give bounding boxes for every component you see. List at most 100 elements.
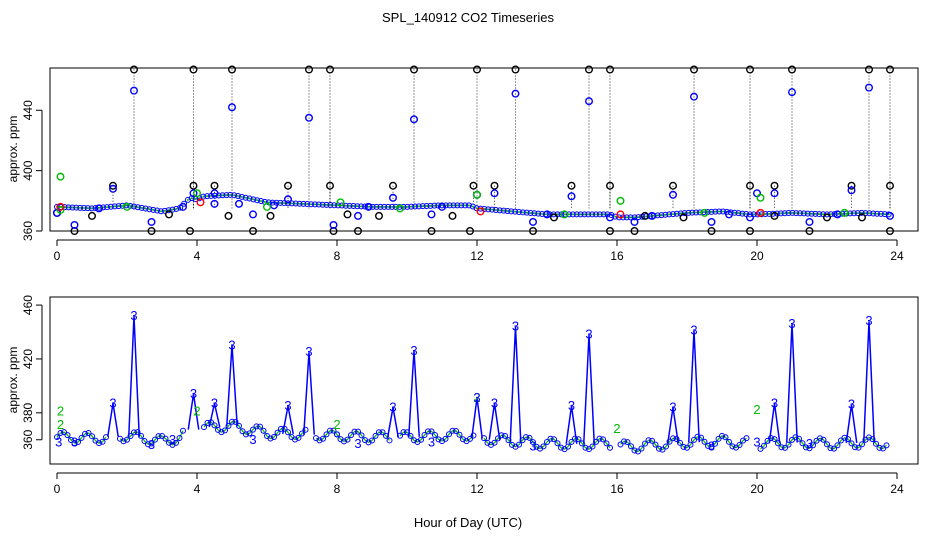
marker-label-2: 2 bbox=[613, 421, 620, 436]
baseline-point bbox=[134, 429, 141, 436]
baseline-point bbox=[729, 443, 736, 450]
baseline-point bbox=[127, 432, 134, 439]
baseline-point bbox=[662, 211, 669, 218]
baseline-point bbox=[743, 435, 750, 442]
baseline-point bbox=[585, 211, 592, 218]
baseline-point bbox=[362, 203, 368, 210]
baseline-green-dot bbox=[152, 208, 155, 211]
baseline-point bbox=[568, 438, 575, 445]
baseline-point bbox=[600, 211, 607, 218]
baseline-point bbox=[866, 434, 872, 441]
baseline-point bbox=[792, 434, 799, 441]
baseline-point bbox=[642, 440, 648, 447]
marker-label-2: 2 bbox=[333, 417, 340, 432]
baseline-point bbox=[519, 209, 526, 216]
baseline-green-dot bbox=[518, 210, 520, 213]
baseline-green-dot bbox=[656, 214, 659, 217]
marker-label-3: 3 bbox=[211, 395, 218, 410]
baseline-green-dot bbox=[598, 213, 601, 216]
black-point bbox=[466, 226, 475, 235]
blue-point bbox=[585, 97, 594, 106]
baseline-point bbox=[308, 201, 315, 208]
baseline-point bbox=[554, 440, 561, 447]
baseline-point bbox=[565, 443, 571, 450]
baseline-green-dot bbox=[679, 212, 682, 215]
blue-point bbox=[427, 210, 436, 219]
baseline-point bbox=[492, 206, 499, 213]
green-point bbox=[122, 202, 131, 211]
baseline-point bbox=[736, 442, 743, 449]
marker-label-3: 3 bbox=[529, 438, 536, 453]
x-tick-label: 20 bbox=[750, 482, 764, 496]
baseline-point bbox=[516, 441, 522, 448]
blue-point bbox=[805, 217, 814, 226]
baseline-green-dot bbox=[510, 210, 513, 213]
baseline-green-dot bbox=[737, 212, 740, 215]
baseline-point bbox=[176, 434, 183, 441]
spike-line bbox=[688, 330, 700, 443]
baseline-point bbox=[450, 202, 457, 209]
baseline-point bbox=[104, 204, 111, 211]
marker-label-2: 2 bbox=[57, 403, 64, 418]
black-point bbox=[375, 211, 384, 220]
baseline-point bbox=[250, 196, 257, 203]
baseline-green-dot bbox=[664, 213, 667, 216]
baseline-point bbox=[229, 418, 235, 425]
baseline-point bbox=[154, 207, 161, 214]
baseline-green-dot bbox=[544, 213, 547, 216]
baseline-point bbox=[421, 432, 428, 439]
blue-point bbox=[490, 189, 499, 198]
black-point bbox=[343, 210, 352, 219]
baseline-point bbox=[435, 202, 442, 209]
spike-line bbox=[863, 321, 875, 443]
baseline-point bbox=[115, 203, 122, 210]
blue-point bbox=[248, 210, 257, 219]
spike-line bbox=[768, 403, 781, 444]
spike-line bbox=[471, 397, 483, 439]
baseline-green-dot bbox=[845, 212, 848, 215]
baseline-point bbox=[388, 203, 395, 210]
black-point bbox=[679, 213, 688, 222]
baseline-green-dot bbox=[710, 210, 713, 213]
baseline-point bbox=[623, 214, 630, 221]
baseline-green-dot bbox=[691, 211, 694, 214]
baseline-green-dot bbox=[67, 206, 70, 209]
baseline-point bbox=[527, 209, 534, 216]
marker-label-3: 3 bbox=[865, 313, 872, 328]
blue-point bbox=[210, 189, 219, 198]
blue-point bbox=[630, 217, 639, 226]
baseline-green-dot bbox=[425, 205, 428, 208]
green-point bbox=[560, 210, 569, 219]
blue-point bbox=[147, 217, 156, 226]
baseline-green-dot bbox=[687, 211, 690, 214]
spike-line bbox=[303, 352, 315, 435]
green-point bbox=[473, 190, 482, 199]
baseline-point bbox=[234, 193, 241, 200]
baseline-point bbox=[372, 432, 379, 439]
baseline-point bbox=[719, 432, 725, 439]
baseline-green-dot bbox=[502, 209, 505, 212]
baseline-point bbox=[458, 202, 465, 209]
baseline-green-dot bbox=[460, 204, 463, 207]
baseline-point bbox=[680, 443, 687, 450]
black-point bbox=[886, 226, 895, 235]
marker-label-3: 3 bbox=[491, 395, 498, 410]
baseline-point bbox=[470, 432, 477, 439]
y-tick-label: 360 bbox=[21, 221, 35, 241]
plot-frame-bottom bbox=[49, 296, 919, 465]
baseline-point bbox=[877, 210, 884, 217]
black-point bbox=[746, 181, 755, 190]
marker-label-3: 3 bbox=[249, 432, 256, 447]
baseline-point bbox=[82, 430, 88, 437]
baseline-green-dot bbox=[541, 212, 544, 215]
baseline-line bbox=[483, 434, 611, 450]
baseline-point bbox=[75, 439, 81, 446]
baseline-point bbox=[581, 211, 588, 218]
baseline-green-dot bbox=[383, 205, 386, 208]
black-point bbox=[427, 226, 436, 235]
baseline-point bbox=[358, 432, 365, 439]
x-tick-label: 24 bbox=[890, 482, 904, 496]
black-point bbox=[630, 226, 639, 235]
baseline-green-dot bbox=[602, 213, 605, 216]
